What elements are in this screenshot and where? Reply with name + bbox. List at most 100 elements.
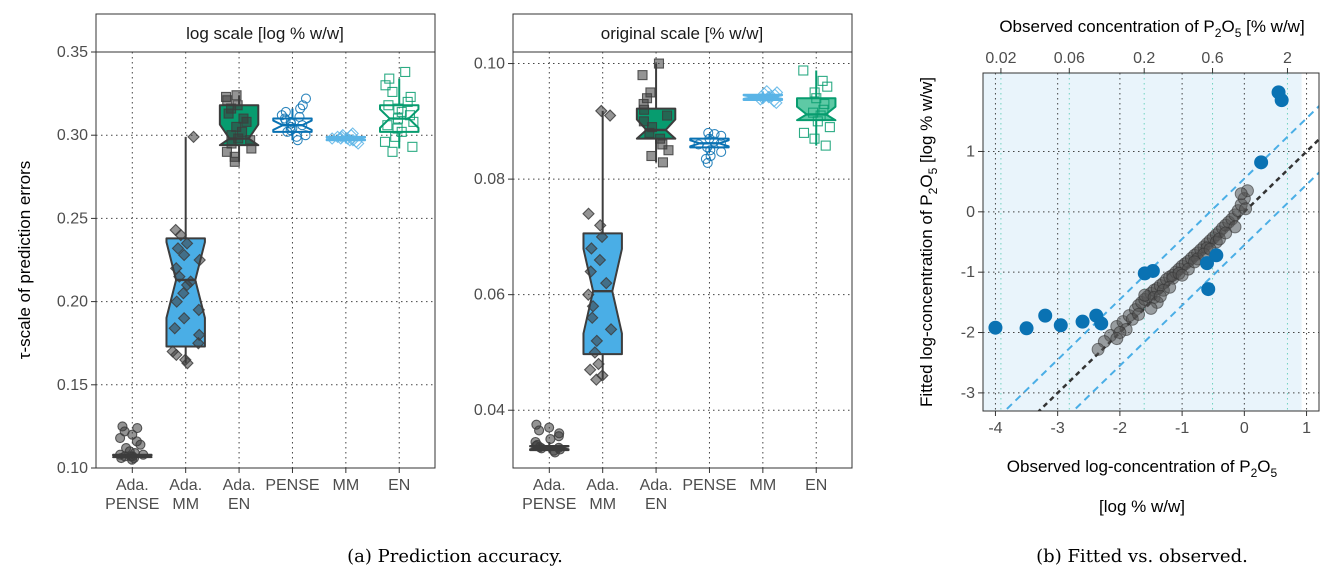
data-point [553, 442, 564, 453]
scatter-shaded-band [983, 73, 1302, 411]
data-point [187, 130, 200, 144]
x-tick-label: EN [805, 477, 827, 494]
data-point [545, 434, 556, 445]
box-group [689, 127, 730, 168]
x-tick-label: MM [172, 496, 199, 513]
data-point [192, 336, 205, 350]
x-tick-label: EN [645, 496, 667, 513]
y-tick-label: 0.10 [474, 56, 505, 73]
identity-line [1037, 137, 1319, 411]
data-point [663, 145, 674, 156]
data-point [336, 128, 350, 142]
inlier-point [1132, 307, 1146, 321]
scatter-x-title: Observed log-concentration of P2O5 [1007, 457, 1278, 480]
data-point [824, 122, 835, 133]
caption-a: (a) Prediction accuracy. [347, 546, 563, 567]
panel-scatter: -3 -2 -1 0 1 -4 -3 -2 -1 0 1 0.02 0.06 0.2 0.6 2 Obse… [917, 17, 1320, 516]
data-point [231, 121, 242, 132]
data-point [285, 125, 296, 136]
box-group [165, 130, 206, 370]
data-point [820, 140, 831, 151]
panel-original-scale: original scale [% w/w] 0.040.060.080.10 … [474, 13, 853, 513]
box-group [742, 85, 784, 110]
x-tick-label: MM [750, 477, 777, 494]
data-point [169, 262, 183, 275]
data-point [637, 70, 648, 81]
panel-orig-title: original scale [% w/w] [601, 24, 764, 43]
data-point [703, 127, 714, 138]
inlier-point [1153, 289, 1167, 303]
data-point [238, 113, 249, 124]
data-point [392, 123, 403, 134]
panel-log-scale: log scale [log % w/w] 0.100.150.200.250.… [15, 13, 436, 513]
data-point [764, 89, 778, 103]
data-point [295, 103, 306, 114]
y-tick-label: 0.30 [57, 127, 88, 144]
data-point [593, 219, 607, 232]
data-point [544, 422, 555, 433]
data-point [798, 127, 810, 138]
data-point [177, 287, 190, 300]
x-tick-label: MM [589, 496, 616, 513]
data-point [221, 146, 233, 157]
data-point [593, 253, 607, 267]
data-point [383, 100, 394, 111]
x-tick-label: EN [388, 477, 410, 494]
box [272, 117, 313, 133]
inlier-point [1219, 226, 1233, 240]
scatter-x-title-unit: [log % w/w] [1099, 497, 1185, 516]
data-point [595, 230, 609, 244]
top-tick-label: 0.02 [985, 50, 1016, 67]
x-tick-label: PENSE [105, 496, 159, 513]
y-tick-label: 0.04 [474, 402, 505, 419]
x-tick-label: PENSE [522, 496, 576, 513]
data-point [599, 276, 613, 290]
y-tick-label: 1 [966, 143, 975, 160]
data-point [662, 110, 673, 121]
data-point [285, 116, 296, 127]
inlier-point [1234, 187, 1248, 201]
data-point [705, 150, 716, 162]
box-group [796, 65, 837, 151]
data-point [384, 73, 395, 84]
x-tick-label: 1 [1302, 420, 1311, 437]
data-point [179, 353, 192, 367]
y-tick-label: 0.10 [57, 460, 88, 477]
panel-orig-strip [512, 13, 853, 53]
data-point [170, 295, 184, 308]
inlier-point [1110, 332, 1124, 346]
data-point [653, 58, 665, 69]
panel-log-boxes [112, 66, 420, 465]
inlier-point [1175, 268, 1189, 282]
data-point [596, 369, 609, 382]
data-point [184, 275, 197, 288]
data-point [583, 363, 597, 377]
reference-lines [1003, 104, 1319, 411]
scatter-points [988, 85, 1289, 356]
data-point [815, 110, 826, 121]
inlier-point [1163, 280, 1177, 294]
data-point [300, 130, 311, 141]
outlier-point [1145, 263, 1160, 278]
panel-orig-grid [513, 52, 852, 468]
offset-line [1071, 171, 1319, 411]
inlier-point [1228, 220, 1242, 234]
y-tick-label: 0.08 [474, 171, 505, 188]
data-point [115, 449, 126, 460]
data-point [393, 103, 404, 114]
data-point [646, 122, 658, 133]
data-point [408, 116, 419, 127]
data-point [177, 248, 191, 262]
scatter-y-axis: -3 -2 -1 0 1 [961, 143, 983, 402]
data-point [285, 121, 296, 132]
data-point [586, 299, 600, 313]
y-tick-label: -3 [961, 385, 975, 402]
box-group [529, 419, 570, 458]
data-point [177, 311, 191, 325]
data-point [387, 86, 398, 97]
data-point [387, 146, 398, 157]
outlier-point [1209, 248, 1224, 263]
y-tick-label: 0.25 [57, 210, 88, 227]
data-point [588, 346, 602, 359]
data-point [595, 104, 608, 118]
